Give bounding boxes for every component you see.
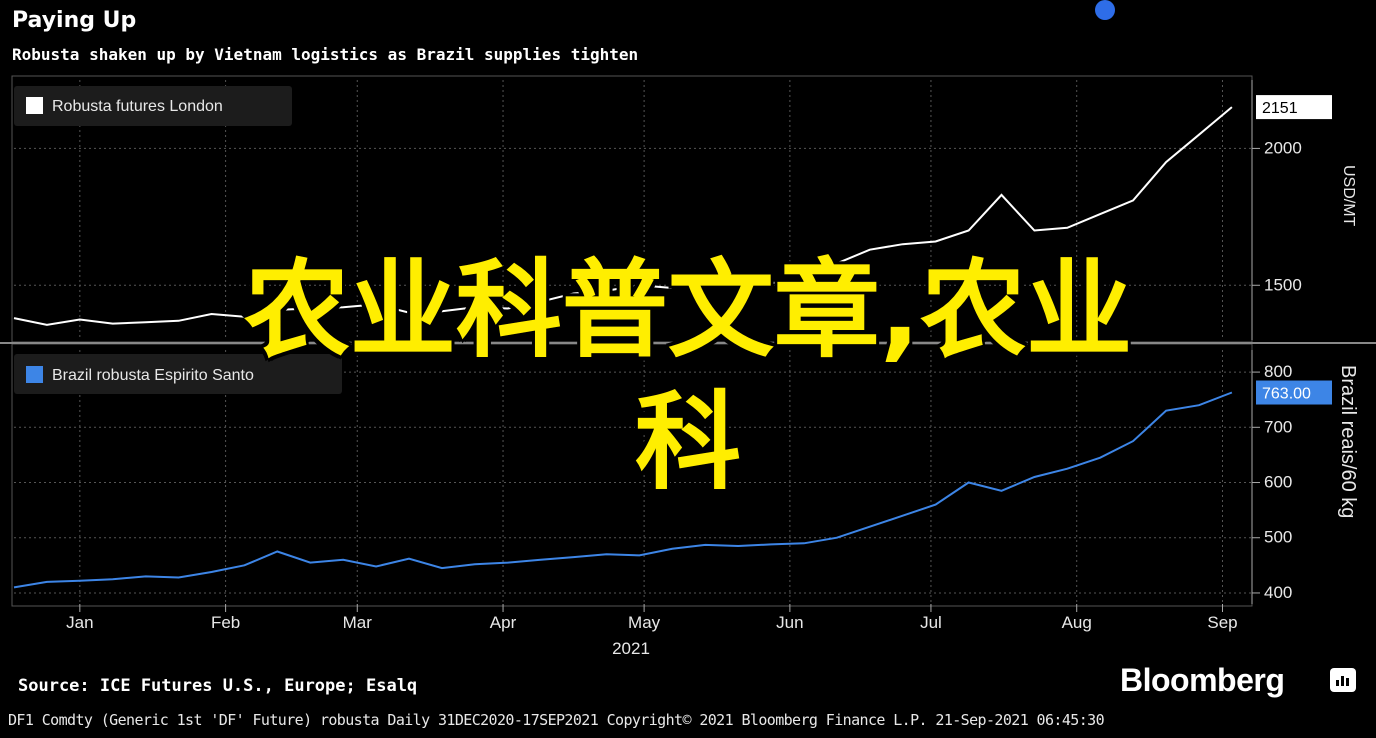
legend-box-bottom bbox=[14, 354, 342, 394]
overlay-watermark-text: 农业科普文章,农业 科 bbox=[0, 245, 1376, 509]
y-tick-label: 800 bbox=[1264, 362, 1292, 381]
series-line bbox=[13, 106, 1233, 326]
x-tick-label: Feb bbox=[211, 613, 240, 632]
grid bbox=[14, 80, 1252, 604]
y-tick-label: 700 bbox=[1264, 417, 1292, 436]
legend-box-top bbox=[14, 86, 292, 126]
x-axis-year-label: 2021 bbox=[612, 639, 650, 658]
y-axis-label-top: USD/MT bbox=[1340, 165, 1357, 227]
source-text: Source: ICE Futures U.S., Europe; Esalq bbox=[18, 676, 418, 696]
last-value-label: 763.00 bbox=[1262, 386, 1311, 403]
y-tick-label: 400 bbox=[1264, 583, 1292, 602]
x-tick-label: Sep bbox=[1207, 613, 1237, 632]
series-line bbox=[13, 391, 1233, 589]
series-layer bbox=[13, 106, 1233, 589]
legend-swatch-robusta bbox=[26, 97, 43, 114]
y-tick-label: 600 bbox=[1264, 473, 1292, 492]
overlay-line-1: 农业科普文章,农业 bbox=[243, 249, 1133, 372]
x-tick-label: Apr bbox=[490, 613, 517, 632]
axis-layer: Jan Feb Mar Apr May Jun Jul Aug Sep 1500 2000 2151 4… bbox=[66, 80, 1332, 632]
chart-subtitle: Robusta shaken up by Vietnam logistics a… bbox=[12, 45, 639, 64]
y-tick-label: 500 bbox=[1264, 528, 1292, 547]
bloomberg-terminal-icon bbox=[1330, 668, 1356, 692]
chart-area: Robusta futures London Brazil robusta Es… bbox=[0, 75, 1376, 658]
last-value-tag bbox=[1256, 95, 1332, 120]
brand-logo-text: Bloomberg bbox=[1120, 662, 1285, 698]
x-tick-label: Mar bbox=[343, 613, 373, 632]
y-tick-label: 2000 bbox=[1264, 138, 1302, 157]
y-tick-label: 1500 bbox=[1264, 275, 1302, 294]
last-value-tag bbox=[1256, 380, 1332, 405]
last-value-label: 2151 bbox=[1262, 100, 1298, 117]
chart-title: Paying Up bbox=[12, 8, 137, 33]
legend-label-brazil: Brazil robusta Espirito Santo bbox=[52, 367, 254, 384]
x-tick-label: May bbox=[628, 613, 661, 632]
legend-label-robusta: Robusta futures London bbox=[52, 98, 223, 115]
x-tick-label: Jan bbox=[66, 613, 93, 632]
legend-swatch-brazil bbox=[26, 366, 43, 383]
x-tick-label: Aug bbox=[1062, 613, 1092, 632]
accent-dot bbox=[1095, 0, 1115, 20]
x-tick-label: Jul bbox=[920, 613, 942, 632]
x-tick-label: Jun bbox=[776, 613, 803, 632]
footer-copyright: DF1 Comdty (Generic 1st 'DF' Future) rob… bbox=[8, 711, 1105, 729]
overlay-line-2: 科 bbox=[635, 381, 741, 504]
y-axis-label-bottom: Brazil reais/60 kg bbox=[1337, 365, 1359, 518]
